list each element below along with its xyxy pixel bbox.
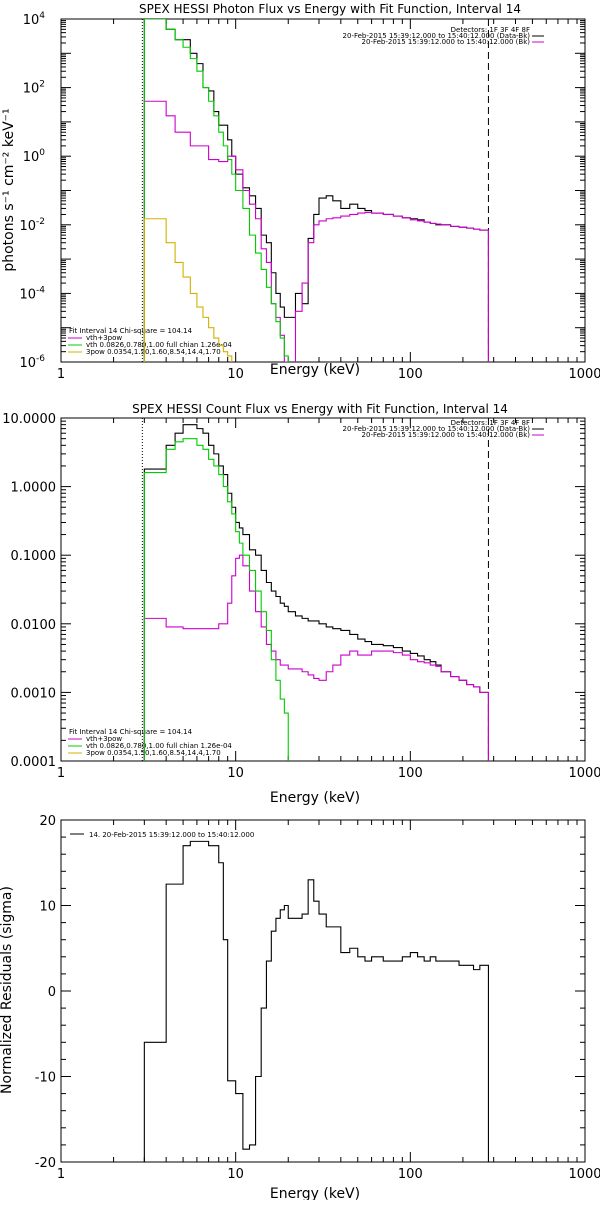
photon-flux-ytick-base: 10	[19, 287, 36, 302]
photon-flux-ytick-label: 100	[23, 148, 46, 165]
photon-flux-detectors-label: Detectors: 1F 3F 4F 8F	[451, 26, 530, 34]
photon-flux-ytick-exp: 4	[39, 11, 45, 21]
count-flux-series-0	[143, 424, 489, 761]
photon-flux-ytick-label: 10-4	[19, 285, 45, 302]
photon-flux-ytick-exp: -2	[36, 217, 45, 227]
count-flux-plot: 1 10 100 1000 10.0000 1.0000 0.1000 0.0100 0.001…	[2, 412, 600, 781]
residuals-xtick-label: 1000	[568, 1167, 600, 1182]
photon-flux-fit-interval-label: Fit Interval 14 Chi-square = 104.14	[69, 327, 193, 335]
count-flux-ytick-label: 0.0001	[11, 755, 57, 770]
photon-flux-series-2	[143, 19, 289, 362]
count-flux-data-bk-label: 20-Feb-2015 15:39:12.000 to 15:40:12.000…	[343, 425, 531, 433]
photon-flux-ytick-exp: 0	[39, 148, 45, 158]
photon-flux-series-group	[143, 19, 489, 362]
photon-flux-xtick-label: 1	[57, 367, 65, 382]
photon-flux-bk-label: 20-Feb-2015 15:39:12.000 to 15:40:12.000…	[362, 38, 531, 46]
photon-flux-ytick-base: 10	[19, 219, 36, 234]
count-flux-frame	[60, 417, 586, 762]
photon-flux-frame	[60, 18, 586, 363]
count-flux-detectors-label: Detectors: 1F 3F 4F 8F	[451, 419, 530, 427]
count-flux-panel: SPEX HESSI Count Flux vs Energy with Fit…	[69, 402, 530, 806]
count-flux-bk-label: 20-Feb-2015 15:39:12.000 to 15:40:12.000…	[362, 431, 531, 439]
residuals-xtick-label: 10	[227, 1167, 244, 1182]
residuals-ytick-label: 10	[39, 900, 56, 915]
count-flux-xtick-label: 100	[398, 766, 423, 781]
count-flux-ytick-label: 0.0010	[11, 686, 57, 701]
count-flux-xtick-label: 10	[227, 766, 244, 781]
photon-flux-total-label: vth+3pow	[86, 334, 122, 342]
count-flux-xtick-label: 1000	[568, 766, 600, 781]
photon-flux-series-1	[143, 100, 489, 362]
count-flux-fit-legend: Fit Interval 14 Chi-square = 104.14 vth+…	[69, 728, 232, 757]
photon-flux-ytick-label: 104	[23, 11, 46, 28]
residuals-panel: Energy (keV) Normalized Residuals (sigma…	[0, 831, 360, 1202]
count-flux-series-2	[143, 438, 289, 761]
count-flux-xlabel: Energy (keV)	[270, 790, 360, 806]
photon-flux-ytick-base: 10	[23, 150, 40, 165]
residuals-xtick-label: 1	[57, 1167, 65, 1182]
photon-flux-pow-label: 3pow 0.0354,1.50,1.60,8.54,14.4,1.70	[86, 348, 221, 356]
count-flux-total-label: vth+3pow	[86, 735, 122, 743]
residuals-xlabel: Energy (keV)	[270, 1186, 360, 1200]
photon-flux-xtick-label: 100	[398, 367, 423, 382]
photon-flux-ytick-exp: -6	[36, 354, 45, 364]
photon-flux-xtick-label: 10	[227, 367, 244, 382]
photon-flux-panel: SPEX HESSI Photon Flux vs Energy with Fi…	[1, 2, 530, 378]
count-flux-fit-interval-label: Fit Interval 14 Chi-square = 104.14	[69, 728, 193, 736]
photon-flux-title: SPEX HESSI Photon Flux vs Energy with Fi…	[139, 2, 521, 16]
residuals-series-0	[143, 840, 489, 1162]
photon-flux-ytick-label: 10-2	[19, 217, 45, 234]
photon-flux-fit-legend: Fit Interval 14 Chi-square = 104.14 vth+…	[69, 327, 232, 356]
photon-flux-ytick-exp: -4	[36, 285, 45, 295]
photon-flux-ytick-base: 10	[23, 13, 40, 28]
photon-flux-header-legend: Detectors: 1F 3F 4F 8F 20-Feb-2015 15:39…	[343, 26, 531, 46]
residuals-series-group	[143, 840, 489, 1162]
photon-flux-series-0	[143, 19, 489, 362]
count-flux-ytick-label: 0.1000	[11, 549, 57, 564]
residuals-ytick-label: -10	[35, 1071, 56, 1086]
residuals-ytick-label: 0	[48, 985, 56, 1000]
residuals-frame	[60, 819, 586, 1163]
photon-flux-xtick-label: 1000	[568, 367, 600, 382]
photon-flux-ytick-exp: 2	[39, 80, 45, 90]
residuals-ylabel: Normalized Residuals (sigma)	[0, 886, 15, 1094]
count-flux-pow-label: 3pow 0.0354,1.50,1.60,8.54,14.4,1.70	[86, 749, 221, 757]
photon-flux-series-3	[143, 218, 233, 362]
residuals-xtick-label: 100	[398, 1167, 423, 1182]
photon-flux-ytick-label: 102	[23, 80, 45, 97]
count-flux-vth-label: vth 0.0826,0.780,1.00 full chian 1.26e-0…	[86, 742, 232, 750]
residuals-ytick-label: -20	[35, 1156, 56, 1171]
photon-flux-ytick-label: 10-6	[19, 354, 45, 371]
count-flux-ytick-label: 1.0000	[11, 481, 57, 496]
count-flux-ytick-label: 10.0000	[2, 412, 56, 427]
photon-flux-ytick-base: 10	[23, 82, 40, 97]
count-flux-series-1	[143, 554, 489, 761]
photon-flux-vth-label: vth 0.0826,0.780,1.00 full chian 1.26e-0…	[86, 341, 232, 349]
residuals-legend-label: 14. 20-Feb-2015 15:39:12.000 to 15:40:12…	[89, 831, 254, 839]
count-flux-title: SPEX HESSI Count Flux vs Energy with Fit…	[132, 402, 508, 416]
photon-flux-xlabel: Energy (keV)	[270, 362, 360, 378]
count-flux-header-legend: Detectors: 1F 3F 4F 8F 20-Feb-2015 15:39…	[343, 419, 531, 439]
photon-flux-data-bk-label: 20-Feb-2015 15:39:12.000 to 15:40:12.000…	[343, 32, 531, 40]
count-flux-xtick-label: 1	[57, 766, 65, 781]
count-flux-series-group	[143, 424, 489, 761]
photon-flux-ytick-base: 10	[19, 356, 36, 371]
photon-flux-ylabel: photons s⁻¹ cm⁻² keV⁻¹	[1, 108, 17, 271]
count-flux-ytick-label: 0.0100	[11, 618, 57, 633]
residuals-ytick-label: 20	[39, 814, 56, 829]
